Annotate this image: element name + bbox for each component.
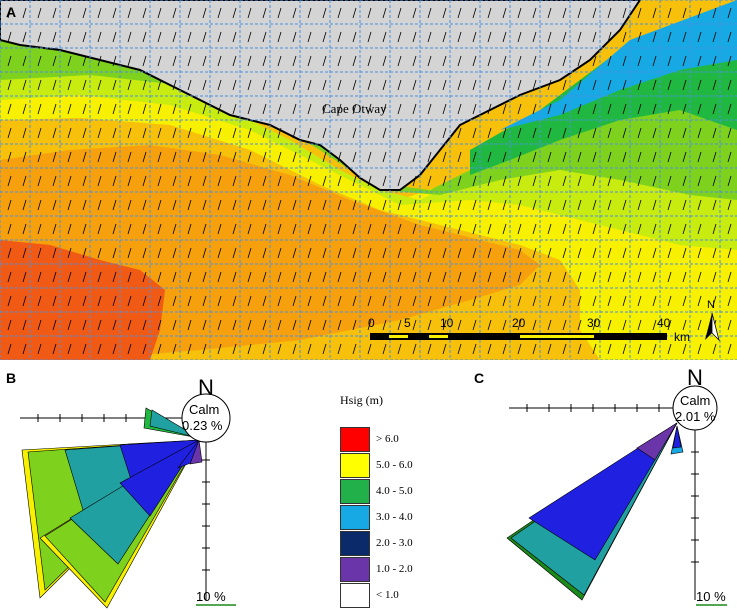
map-grid [0,0,737,360]
rose-c-scale-label: 10 % [696,589,726,604]
legend: Hsig (m) > 6.0 5.0 - 6.0 4.0 - 5.0 3.0 -… [340,393,430,608]
legend-item: < 1.0 [340,583,440,609]
scale-unit: km [674,330,690,344]
wave-rose-c: N Calm 2.01 % 10 % [506,368,727,606]
legend-swatch [340,479,370,504]
legend-item: 3.0 - 4.0 [340,505,440,531]
scale-tick-0: 0 [368,316,375,330]
scale-tick-5: 5 [404,316,411,330]
legend-label: > 6.0 [376,433,399,445]
scale-tick-40: 40 [657,316,671,330]
scale-bar: 0 5 10 20 30 40 km [368,316,690,344]
legend-label: 1.0 - 2.0 [376,563,413,575]
scale-tick-30: 30 [587,316,601,330]
legend-swatch [340,557,370,582]
rose-b-north: N [198,375,214,400]
legend-item: 1.0 - 2.0 [340,557,440,583]
rose-c-calm-label: Calm [680,393,710,408]
rose-b-calm-value: 0.23 % [182,418,223,433]
wave-rose-b: N Calm 0.23 % 10 % [20,375,236,609]
wave-height-map: Cape Otway 0 5 10 20 30 40 km N [0,0,737,360]
legend-swatch [340,505,370,530]
scale-tick-10: 10 [440,316,454,330]
panel-label-a: A [6,4,17,20]
rose-b-calm-label: Calm [189,402,219,417]
north-arrow-icon: N [705,299,720,342]
legend-label: 5.0 - 6.0 [376,459,413,471]
legend-label: 4.0 - 5.0 [376,485,413,497]
legend-label: 2.0 - 3.0 [376,537,413,549]
wave-direction-arrows [7,7,732,355]
panel-label-c: C [474,370,485,386]
legend-title: Hsig (m) [340,393,383,407]
legend-item: 2.0 - 3.0 [340,531,440,557]
panel-label-b: B [6,370,17,386]
cyan-zone [500,0,737,130]
scale-tick-20: 20 [512,316,526,330]
rose-c-north: N [687,368,703,390]
legend-swatch [340,583,370,608]
legend-swatch [340,453,370,478]
legend-label: 3.0 - 4.0 [376,511,413,523]
yellow-green-zone [0,0,737,250]
north-label: N [707,299,715,311]
legend-item: > 6.0 [340,427,440,453]
rose-c-calm-value: 2.01 % [675,409,716,424]
legend-item: 5.0 - 6.0 [340,453,440,479]
red-orange-zone [0,240,165,360]
legend-label: < 1.0 [376,589,399,601]
legend-swatch [340,531,370,556]
rose-b-scale-label: 10 % [196,589,226,604]
place-label-cape-otway: Cape Otway [322,101,387,116]
legend-item: 4.0 - 5.0 [340,479,440,505]
green-zone [0,0,737,200]
legend-swatch [340,427,370,452]
